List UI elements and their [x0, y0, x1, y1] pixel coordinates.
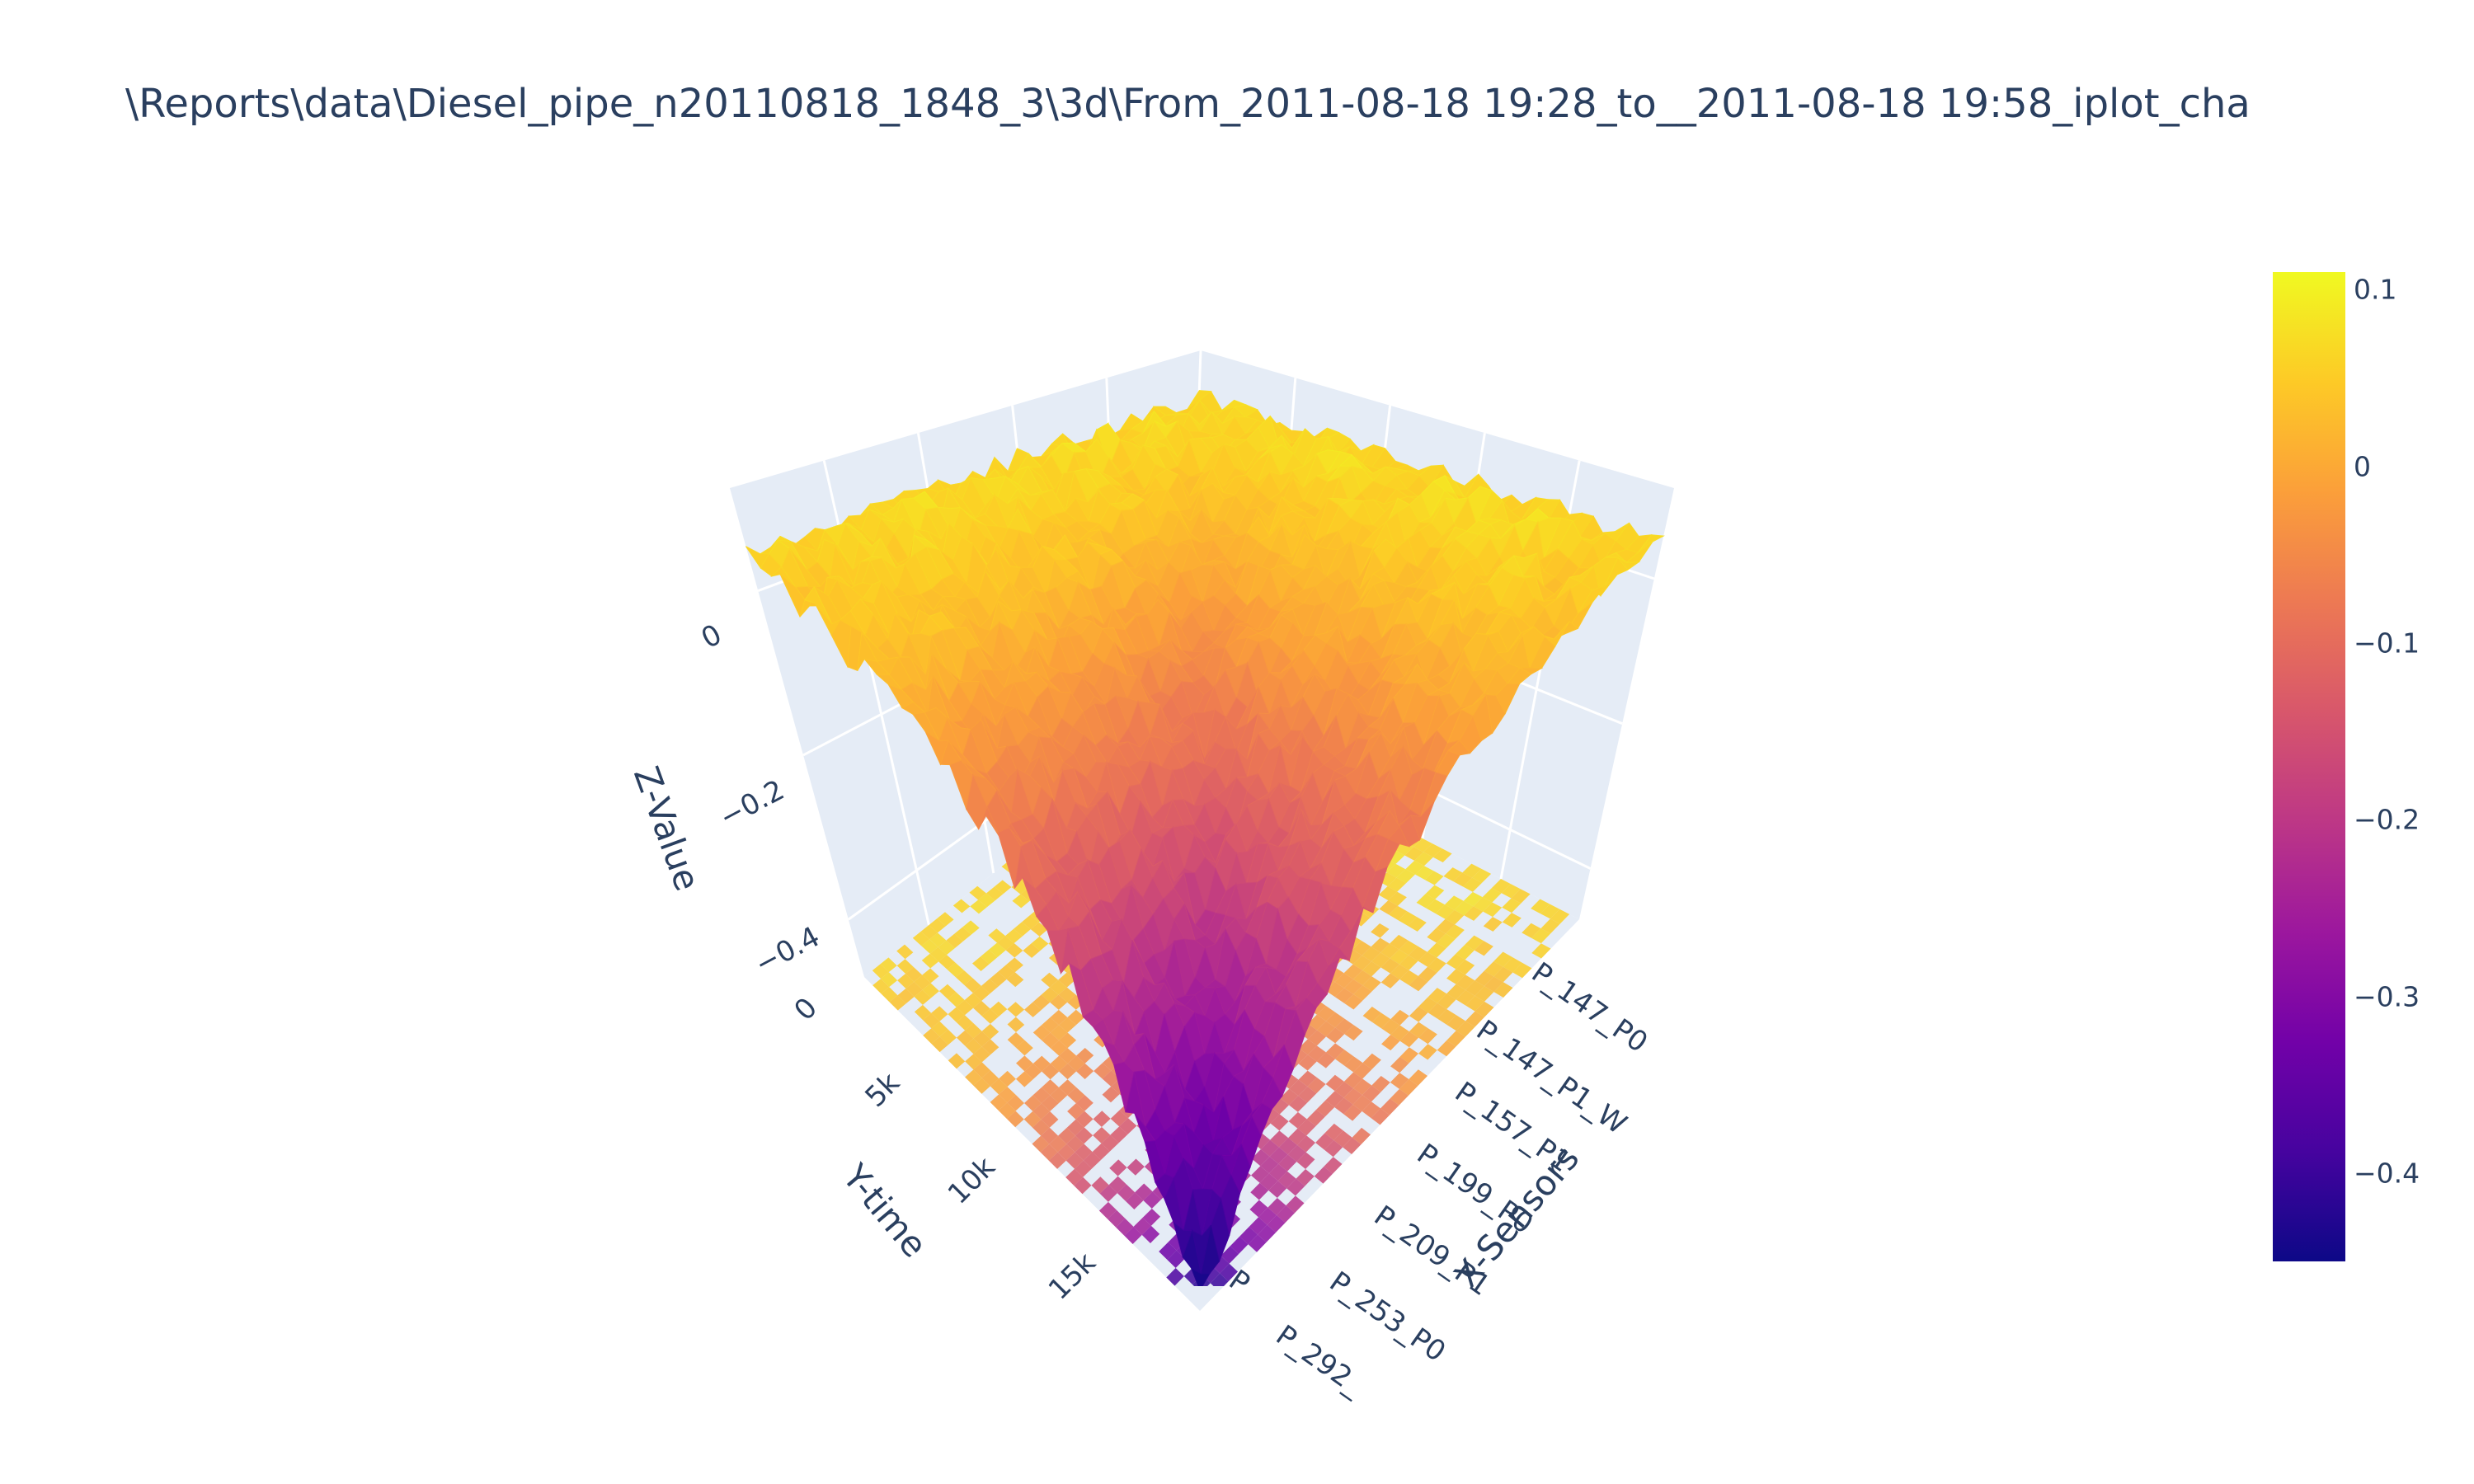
colorbar-tick-label: −0.2: [2354, 804, 2420, 836]
y-tick-label: 15k: [1042, 1247, 1103, 1307]
x-tick-label: P_292_: [1270, 1319, 1371, 1403]
colorbar-tick-label: 0.1: [2354, 274, 2396, 306]
colorbar-tick-label: −0.1: [2354, 627, 2420, 660]
colorbar-tick-label: −0.4: [2354, 1157, 2420, 1189]
x-tick-label: P_253_P0: [1324, 1266, 1451, 1369]
colorbar: [2273, 272, 2345, 1261]
z-tick-label: −0.2: [714, 773, 790, 834]
y-tick-label: 10k: [942, 1151, 1002, 1211]
z-tick-label: 0: [696, 618, 727, 655]
y-tick-label: 0: [788, 991, 824, 1027]
z-tick-label: −0.4: [750, 920, 825, 981]
colorbar-tick-label: 0: [2354, 450, 2371, 482]
y-axis-title: Y-time: [835, 1156, 935, 1265]
colorbar-tick-label: −0.3: [2354, 980, 2420, 1012]
y-tick-label: 5k: [858, 1066, 906, 1114]
x-tick-label: P_147_P0: [1526, 956, 1653, 1059]
x-axis-title: X-Sensors: [1446, 1138, 1587, 1295]
z-axis-title: Z-Value: [626, 761, 708, 895]
